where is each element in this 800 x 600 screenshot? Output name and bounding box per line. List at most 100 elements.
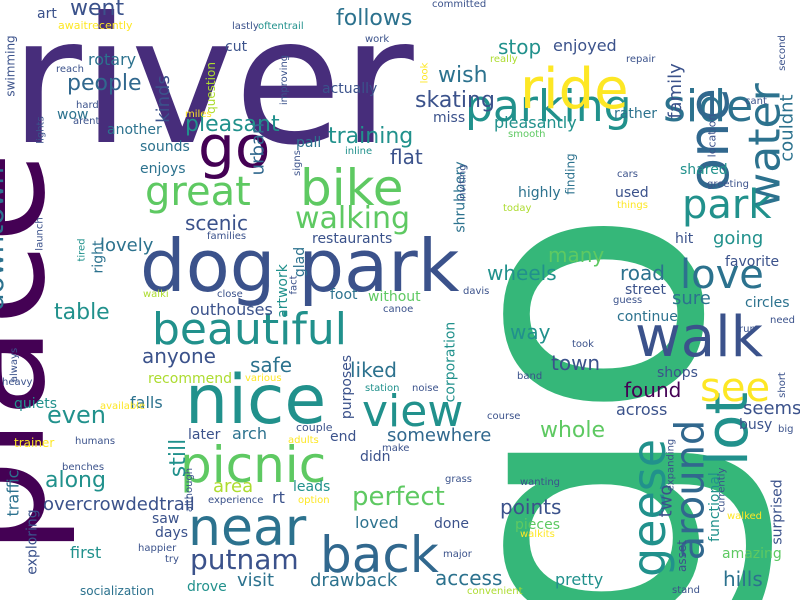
word-greeting: greeting (707, 179, 749, 190)
word-improving: improving (279, 54, 291, 106)
word-pieces: pieces (515, 517, 560, 533)
word-highly: highly (518, 185, 561, 201)
word-finding: finding (563, 153, 578, 195)
word-wow: wow (57, 107, 89, 123)
word-close: close (217, 289, 243, 300)
word-available: available (100, 401, 146, 412)
word-shared: shared (680, 162, 728, 178)
word-need: need (770, 315, 795, 326)
word-tired: tired (76, 238, 88, 262)
word-somewhere: somewhere (387, 425, 492, 446)
word-shops: shops (657, 365, 698, 381)
word-try: try (165, 554, 179, 565)
word-continue: continue (617, 309, 678, 325)
word-nice: nice (185, 361, 327, 440)
word-circles: circles (745, 295, 790, 311)
word-took: took (572, 339, 594, 350)
word-urban: urban (247, 122, 269, 176)
word-stand: stand (672, 585, 700, 596)
word-rt: rt (272, 488, 285, 507)
word-bike: bike (300, 159, 404, 217)
word-found: found (624, 378, 682, 402)
word-foot: foot (330, 287, 358, 303)
word-band: band (517, 371, 543, 382)
word-really: really (490, 54, 518, 65)
word-leads: leads (293, 479, 331, 495)
word-training: training (328, 124, 414, 149)
word-miss: miss (433, 110, 466, 126)
word-points: points (500, 495, 562, 519)
word-went: went (70, 0, 125, 21)
word-view: view (362, 386, 464, 437)
word-families: families (207, 231, 247, 242)
word-exploring: exploring (24, 509, 41, 575)
word-later: later (188, 427, 221, 443)
word-expanding: expanding (665, 438, 677, 492)
word-going: going (713, 228, 764, 249)
word-enjoys: enjoys (140, 161, 186, 177)
word-wanting: wanting (520, 477, 561, 488)
word-parking: parking (465, 81, 632, 132)
word-favorite: favorite (725, 254, 780, 270)
word-oftentrail: oftentrail (258, 21, 304, 32)
word-work: work (365, 34, 390, 45)
word-grass: grass (445, 474, 473, 485)
word-done: done (434, 516, 469, 532)
word-whole: whole (540, 418, 606, 443)
word-sure: sure (672, 288, 711, 309)
word-station: station (365, 383, 400, 394)
word-enjoyed: enjoyed (553, 36, 617, 55)
word-happier: happier (138, 543, 177, 554)
word-access: access (435, 566, 503, 590)
word-corporation: corporation (442, 321, 459, 403)
word-purposes: purposes (339, 354, 356, 420)
word-go-small: go (198, 113, 271, 181)
word-sounds: sounds (140, 139, 190, 155)
word-reach: reach (56, 64, 85, 75)
word-area: area (213, 476, 254, 497)
word-walkits: walkits (520, 529, 555, 540)
word-dog-park: dog park (140, 224, 460, 308)
word-pleasant: pleasant (185, 112, 280, 137)
word-run: run (739, 324, 756, 335)
word-restaurants: restaurants (312, 231, 393, 247)
word-river: river (10, 0, 414, 184)
word-road: road (620, 261, 665, 285)
word-perfect: perfect (352, 482, 445, 512)
word-guess: guess (613, 295, 643, 306)
word-surprised: surprised (769, 479, 786, 545)
word-street: street (625, 282, 666, 298)
word-walki: walki (143, 289, 169, 300)
word-inline: inline (345, 146, 373, 157)
word-lovely: lovely (100, 235, 154, 256)
word-busy: busy (739, 417, 773, 433)
word-first: first (70, 543, 102, 562)
word-outhouses: outhouses (190, 300, 273, 319)
word-short: short (776, 372, 788, 398)
word-rotary: rotary (88, 50, 137, 69)
word-make: make (382, 443, 410, 454)
word-anyone: anyone (142, 344, 216, 368)
word-scenic: scenic (185, 211, 248, 235)
word-amazing: amazing (722, 546, 782, 562)
word-hit: hit (675, 231, 694, 247)
word-lights: lights (35, 116, 47, 144)
word-way: way (510, 320, 551, 344)
word-picnic: picnic (180, 436, 327, 494)
word-signs: signs (291, 150, 303, 176)
word-along: along (45, 468, 106, 493)
word-beautiful: beautiful (152, 304, 347, 355)
word-across: across (616, 400, 668, 419)
word-art: art (37, 6, 57, 22)
word-noise: noise (412, 383, 439, 394)
word-adults: adults (288, 435, 319, 446)
word-canoe: canoe (383, 304, 414, 315)
word-humans: humans (75, 436, 116, 447)
word-course: course (487, 411, 521, 422)
word-saw: saw (152, 511, 180, 527)
word-wheels: wheels (487, 261, 557, 285)
word-although: although (184, 467, 196, 513)
word-arch: arch (232, 424, 267, 443)
word-without: without (368, 289, 421, 305)
word-pall: pall (296, 135, 322, 151)
